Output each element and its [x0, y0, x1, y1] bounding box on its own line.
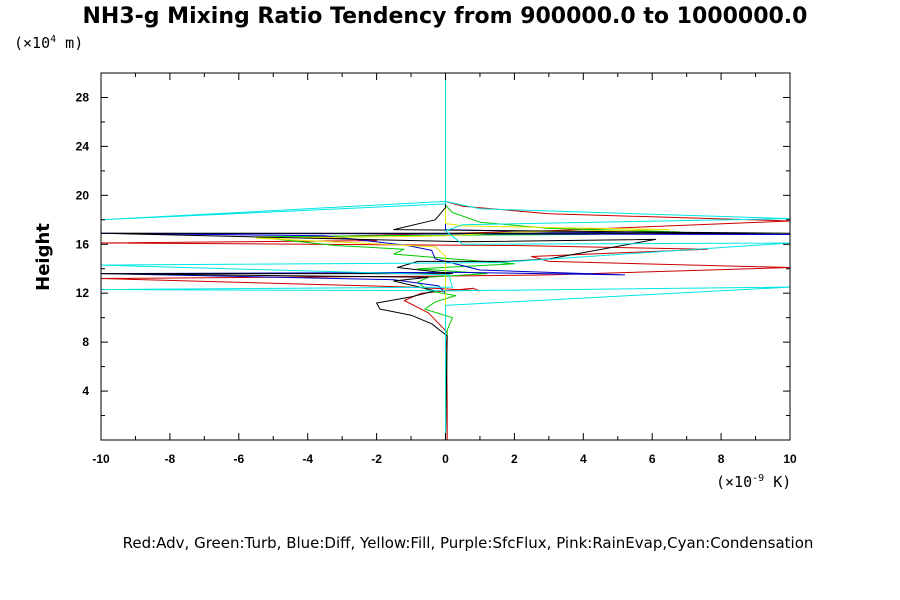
x-tick-label: -4	[302, 452, 313, 466]
y-tick-label: 24	[76, 139, 90, 153]
y-tick-label: 20	[76, 188, 90, 202]
legend-text: Red:Adv, Green:Turb, Blue:Diff, Yellow:F…	[123, 534, 814, 552]
y-tick-label: 12	[76, 286, 90, 300]
y-axis-label: Height	[33, 223, 54, 291]
x-tick-label: -8	[165, 452, 176, 466]
series-line-condensation	[101, 73, 790, 440]
series-group	[101, 73, 790, 440]
y-tick-label: 16	[76, 237, 90, 251]
x-unit-suffix: K)	[764, 473, 791, 491]
y-unit-exponent: 4	[50, 34, 56, 45]
y-tick-label: 28	[76, 90, 90, 104]
series-line-fill	[255, 73, 670, 440]
series-layer	[101, 73, 790, 440]
chart-title: NH3-g Mixing Ratio Tendency from 900000.…	[83, 4, 808, 29]
x-unit-exponent: -9	[752, 473, 764, 484]
x-tick-label: 2	[511, 452, 518, 466]
x-tick-label: 0	[442, 452, 449, 466]
x-unit-prefix: (×10	[716, 473, 752, 491]
y-tick-label: 4	[82, 384, 89, 398]
x-tick-label: -10	[92, 452, 110, 466]
series-line-turb	[255, 73, 681, 440]
x-unit-label: (×10-9 K)	[716, 473, 791, 491]
x-tick-label: -6	[233, 452, 244, 466]
y-unit-label: (×104 m)	[14, 34, 83, 52]
series-line-residual	[101, 73, 790, 440]
y-tick-label: 8	[82, 335, 89, 349]
x-tick-label: 6	[649, 452, 656, 466]
x-tick-label: 8	[718, 452, 725, 466]
y-unit-prefix: (×10	[14, 34, 50, 52]
x-tick-label: 10	[783, 452, 797, 466]
series-line-adv	[101, 73, 790, 440]
x-tick-label: -2	[371, 452, 382, 466]
y-unit-suffix: m)	[56, 34, 83, 52]
x-tick-label: 4	[580, 452, 587, 466]
